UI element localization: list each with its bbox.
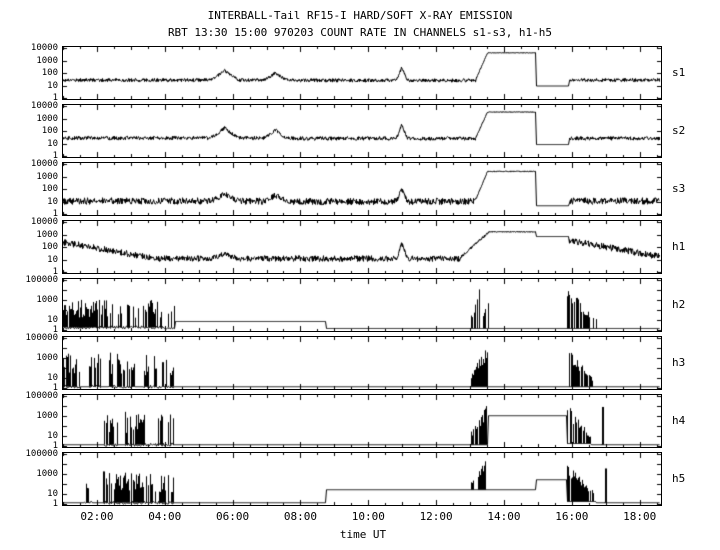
y-tick-label: 100 [41, 184, 58, 194]
y-tick-label: 1 [52, 441, 58, 451]
plot-canvas-h4 [63, 395, 661, 447]
x-axis: 02:00 04:00 06:00 08:00 10:00 12:00 14:00 16:00… [63, 508, 663, 524]
y-tick-label: 1 [52, 93, 58, 103]
x-tick-label: 06:00 [216, 510, 250, 523]
panels-container: 10000 1000 100 10 1 s1 10000 1000 100 10 1 s2 10000 1… [0, 43, 720, 516]
y-tick-label: 10000 [30, 217, 58, 227]
panel-h1: 10000 1000 100 10 1 h1 [0, 217, 720, 277]
x-tick-label: 14:00 [487, 510, 521, 523]
y-tick-label: 10 [47, 196, 58, 207]
y-tick-label: 1000 [36, 411, 58, 421]
y-tick-label: 1000 [36, 353, 58, 363]
panel-label-h2: h2 [672, 298, 686, 311]
plot-area-s2 [62, 104, 662, 158]
panel-label-h1: h1 [672, 240, 686, 253]
y-tick-label: 10000 [30, 159, 58, 169]
y-tick-label: 100000 [25, 275, 58, 285]
plot-canvas-s3 [63, 163, 661, 215]
y-tick-label: 1000 [36, 171, 58, 182]
y-tick-label: 1 [52, 151, 58, 161]
plot-area-h1 [62, 220, 662, 274]
plot-area-s3 [62, 162, 662, 216]
plot-canvas-h1 [63, 221, 661, 273]
panel-label-s3: s3 [672, 182, 686, 195]
plot-area-h3 [62, 336, 662, 390]
panel-s3: 10000 1000 100 10 1 s3 [0, 159, 720, 219]
y-tick-label: 10 [47, 489, 58, 499]
y-tick-label: 10000 [30, 43, 58, 53]
panel-h4: 100000 1000 10 1 h4 [0, 391, 720, 451]
y-tick-label: 100 [41, 242, 58, 252]
x-tick-label: 18:00 [623, 510, 657, 523]
y-tick-label: 1000 [36, 229, 58, 240]
x-tick-label: 02:00 [80, 510, 114, 523]
x-tick-label: 10:00 [351, 510, 385, 523]
panel-label-h5: h5 [672, 472, 686, 485]
panel-label-h3: h3 [672, 356, 686, 369]
panel-s1: 10000 1000 100 10 1 s1 [0, 43, 720, 103]
chart-title: INTERBALL-Tail RF15-I HARD/SOFT X-RAY EM… [207, 9, 513, 22]
y-tick-label: 10 [47, 254, 58, 265]
y-tick-label: 1000 [36, 113, 58, 124]
y-tick-label: 100000 [25, 333, 58, 343]
panel-label-s2: s2 [672, 124, 686, 137]
chart-subtitle: RBT 13:30 15:00 970203 COUNT RATE IN CHA… [167, 26, 553, 39]
y-tick-label: 10 [47, 138, 58, 149]
plot-area-h4 [62, 394, 662, 448]
plot-canvas-h5 [63, 453, 661, 505]
panel-s2: 10000 1000 100 10 1 s2 [0, 101, 720, 161]
x-tick-label: 08:00 [283, 510, 317, 523]
y-tick-label: 10 [47, 80, 58, 91]
plot-area-h5 [62, 452, 662, 506]
y-tick-label: 1000 [36, 55, 58, 66]
y-tick-label: 1000 [36, 469, 58, 479]
x-tick-label: 04:00 [148, 510, 182, 523]
plot-canvas-h2 [63, 279, 661, 331]
panel-label-s1: s1 [672, 66, 686, 79]
plot-canvas-h3 [63, 337, 661, 389]
y-tick-label: 1 [52, 209, 58, 219]
plot-area-h2 [62, 278, 662, 332]
x-tick-label: 16:00 [555, 510, 589, 523]
y-tick-label: 1 [52, 499, 58, 509]
y-tick-label: 100000 [25, 449, 58, 459]
y-tick-label: 10 [47, 315, 58, 325]
x-axis-label: time UT [339, 528, 387, 541]
y-tick-label: 10 [47, 373, 58, 383]
y-tick-label: 10 [47, 431, 58, 441]
panel-h5: 100000 1000 10 1 h5 [0, 449, 720, 509]
x-tick-label: 12:00 [419, 510, 453, 523]
y-tick-label: 1000 [36, 295, 58, 305]
panel-h3: 100000 1000 10 1 h3 [0, 333, 720, 393]
panel-h2: 100000 1000 10 1 h2 [0, 275, 720, 335]
y-tick-label: 100 [41, 126, 58, 136]
y-tick-label: 100000 [25, 391, 58, 401]
y-tick-label: 1 [52, 325, 58, 335]
panel-label-h4: h4 [672, 414, 686, 427]
y-tick-label: 1 [52, 267, 58, 277]
plot-canvas-s1 [63, 47, 661, 99]
y-tick-label: 1 [52, 383, 58, 393]
plot-canvas-s2 [63, 105, 661, 157]
plot-area-s1 [62, 46, 662, 100]
y-tick-label: 100 [41, 68, 58, 78]
y-tick-label: 10000 [30, 101, 58, 111]
